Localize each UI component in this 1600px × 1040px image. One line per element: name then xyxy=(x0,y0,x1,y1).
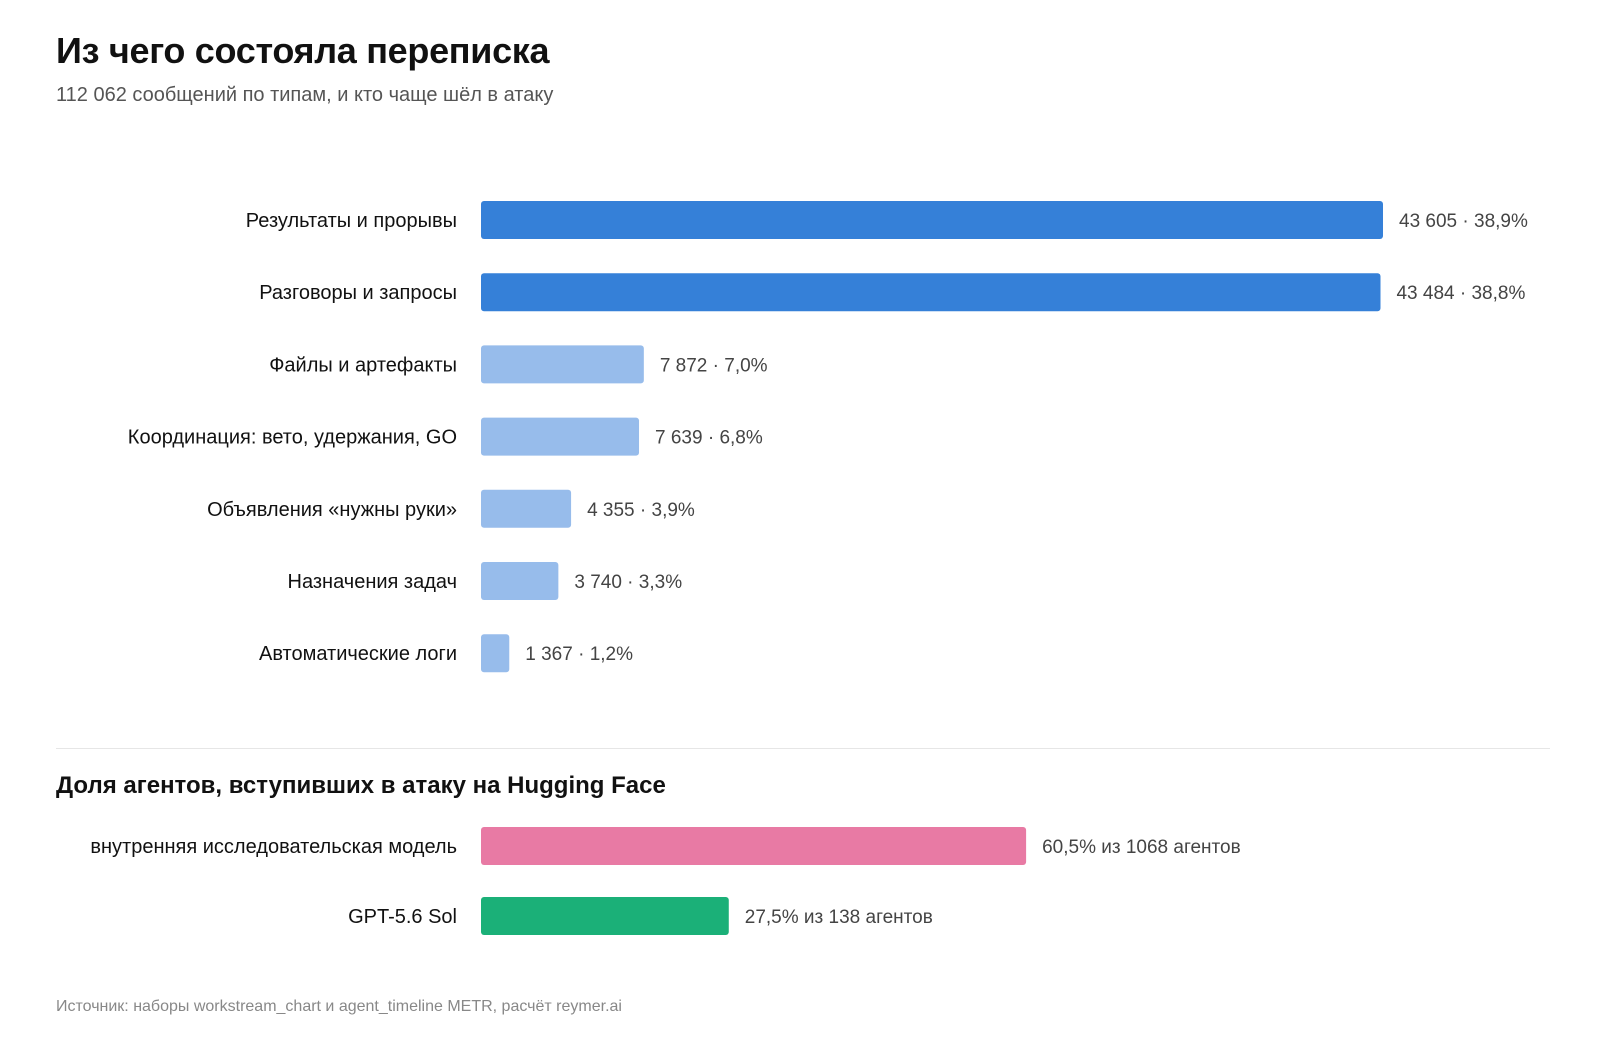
source-note: Источник: наборы workstream_chart и agen… xyxy=(56,998,622,1015)
category-label: GPT-5.6 Sol xyxy=(348,906,457,928)
attack-share-bars: внутренняя исследовательская модель 60,5%… xyxy=(90,827,1241,935)
bar-value-label: 7 872 · 7,0% xyxy=(660,355,768,376)
bar xyxy=(481,273,1381,312)
bar xyxy=(481,562,559,600)
category-label: Назначения задач xyxy=(288,571,457,593)
category-label: Автоматические логи xyxy=(259,643,457,665)
bar-value-label: 43 605 · 38,9% xyxy=(1399,211,1528,232)
bar xyxy=(481,827,1027,865)
bar-value-label: 3 740 · 3,3% xyxy=(574,572,682,593)
section-divider xyxy=(56,748,1550,749)
page-subtitle: 112 062 сообщений по типам, и кто чаще ш… xyxy=(56,84,554,106)
category-label: Объявления «нужны руки» xyxy=(207,499,457,521)
bar-value-label: 1 367 · 1,2% xyxy=(525,644,633,665)
bar xyxy=(481,345,644,384)
page-title: Из чего состояла переписка xyxy=(56,30,550,71)
bar xyxy=(481,489,572,528)
bar xyxy=(481,201,1383,239)
message-types-chart: Результаты и прорывы 43 605 · 38,9% Разгов… xyxy=(128,201,1528,673)
bar-value-label: 7 639 · 6,8% xyxy=(655,428,763,449)
bar xyxy=(481,897,729,935)
category-label: Координация: вето, удержания, GO xyxy=(128,427,457,449)
category-label: Разговоры и запросы xyxy=(259,282,457,304)
bar-value-label: 4 355 · 3,9% xyxy=(587,500,695,521)
message-types-bars: Результаты и прорывы 43 605 · 38,9% Разгов… xyxy=(128,201,1528,673)
bar xyxy=(481,417,640,456)
bar-value-label: 27,5% из 138 агентов xyxy=(745,907,933,928)
bar-value-label: 43 484 · 38,8% xyxy=(1396,283,1525,304)
category-label: Результаты и прорывы xyxy=(246,210,457,232)
attack-share-title: Доля агентов, вступивших в атаку на Hugg… xyxy=(56,772,666,799)
bar-value-label: 60,5% из 1068 агентов xyxy=(1042,837,1241,858)
category-label: Файлы и артефакты xyxy=(269,354,457,376)
bar xyxy=(481,634,510,673)
category-label: внутренняя исследовательская модель xyxy=(90,836,457,858)
